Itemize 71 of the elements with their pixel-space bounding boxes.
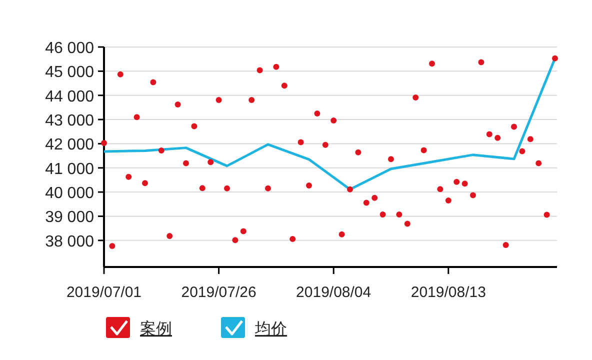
point	[126, 174, 132, 180]
y-tick-label: 39 000	[45, 209, 94, 226]
point	[462, 180, 468, 187]
point	[298, 139, 304, 146]
x-tick-label: 2019/08/13	[410, 284, 486, 301]
point	[117, 71, 124, 78]
legend-label: 案例	[140, 320, 172, 338]
point	[544, 212, 550, 218]
point	[437, 186, 444, 192]
point	[208, 159, 214, 166]
point	[224, 185, 230, 192]
point	[338, 231, 345, 238]
point	[109, 242, 116, 249]
point	[150, 79, 156, 86]
y-tick-label: 46 000	[45, 40, 94, 57]
point	[142, 180, 148, 186]
point	[470, 192, 476, 198]
point	[306, 182, 312, 189]
point	[322, 142, 328, 148]
point	[314, 110, 320, 116]
point	[158, 147, 164, 154]
point	[330, 117, 337, 124]
point	[347, 186, 353, 192]
point	[486, 131, 492, 138]
point	[191, 123, 198, 130]
point	[355, 149, 362, 156]
point	[183, 160, 189, 166]
point	[445, 198, 452, 204]
point	[511, 124, 517, 130]
point	[174, 102, 181, 108]
point	[240, 228, 246, 234]
y-tick-label: 42 000	[45, 136, 94, 154]
point	[372, 194, 378, 201]
point	[404, 220, 410, 227]
point	[527, 136, 534, 142]
point	[216, 96, 222, 103]
x-tick-label: 2019/08/04	[296, 284, 372, 301]
x-tick-label: 2019/07/26	[181, 284, 256, 301]
point	[420, 147, 427, 154]
point	[273, 64, 280, 70]
y-tick-label: 38 000	[45, 233, 94, 250]
legend-label: 均价	[254, 321, 287, 338]
point	[388, 156, 394, 162]
point	[429, 60, 435, 67]
point	[134, 114, 140, 120]
point	[454, 178, 460, 185]
point	[248, 96, 255, 103]
point	[494, 134, 501, 141]
point	[363, 200, 370, 206]
point	[281, 82, 288, 89]
point	[256, 67, 263, 74]
point	[536, 160, 542, 166]
point	[166, 233, 173, 240]
point	[552, 55, 558, 62]
point	[412, 94, 419, 101]
y-tick-label: 40 000	[45, 185, 94, 202]
point	[290, 236, 296, 242]
y-tick-label: 44 000	[45, 88, 94, 106]
point	[232, 237, 238, 244]
y-tick-label: 43 000	[45, 112, 94, 130]
x-tick-label: 2019/07/01	[66, 284, 142, 301]
point	[199, 185, 206, 192]
point	[519, 148, 526, 154]
point	[380, 212, 386, 218]
y-tick-label: 41 000	[45, 160, 94, 178]
y-tick-label: 45 000	[45, 64, 94, 82]
point	[101, 140, 107, 146]
point	[502, 242, 509, 248]
point	[478, 59, 484, 66]
point	[265, 185, 271, 192]
point	[396, 212, 402, 218]
